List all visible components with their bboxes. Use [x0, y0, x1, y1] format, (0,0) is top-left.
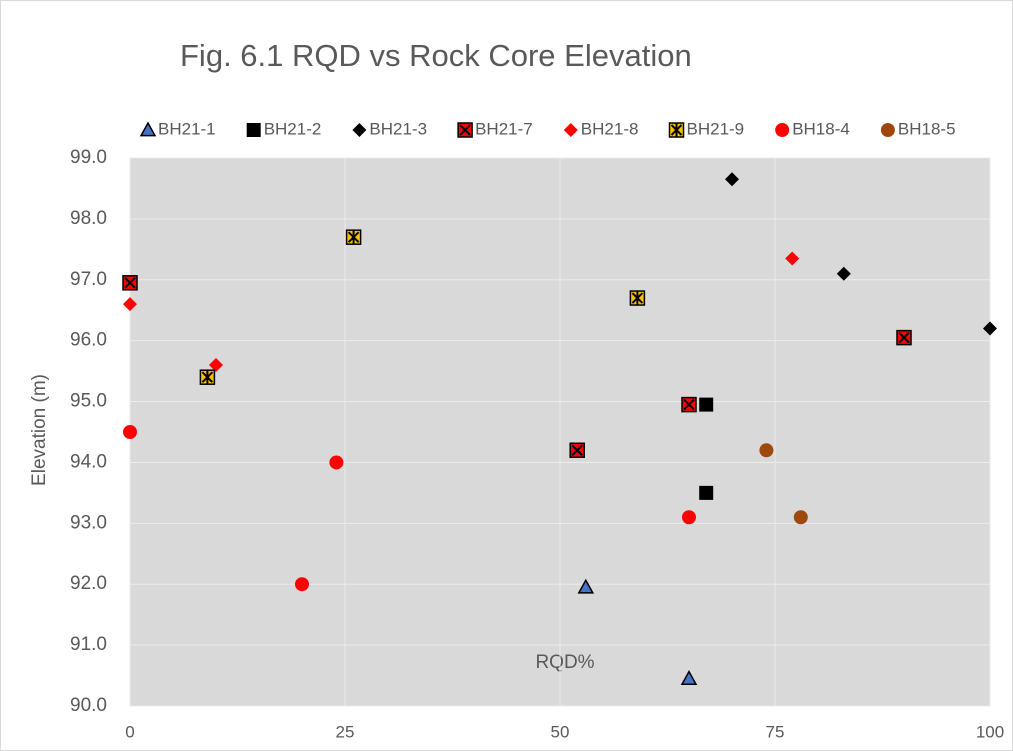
y-tick-label: 93.0 — [70, 512, 107, 533]
marker-shape — [209, 358, 223, 373]
data-point — [759, 443, 774, 458]
x-tick-label: 100 — [976, 722, 1004, 741]
legend-label: BH18-4 — [792, 119, 850, 138]
data-point — [682, 510, 696, 525]
data-point — [725, 172, 739, 187]
legend-marker — [775, 123, 790, 137]
chart-title: Fig. 6.1 RQD vs Rock Core Elevation — [180, 38, 692, 73]
data-point — [699, 485, 714, 500]
x-tick-label: 0 — [125, 722, 134, 741]
legend-marker — [139, 121, 157, 137]
data-point — [345, 229, 362, 245]
data-point — [836, 266, 851, 281]
data-point — [680, 670, 698, 685]
legend-label: BH21-1 — [158, 119, 216, 138]
legend-marker — [563, 123, 578, 137]
y-tick-label: 96.0 — [70, 330, 107, 351]
legend-label: BH21-3 — [369, 119, 427, 138]
data-point — [699, 397, 714, 412]
legend-marker — [880, 123, 895, 137]
legend-marker — [352, 123, 367, 137]
data-point — [577, 578, 595, 594]
x-tick-label: 50 — [551, 722, 570, 741]
marker-cross — [459, 124, 471, 136]
marker-shape — [759, 443, 774, 458]
marker-shape — [983, 321, 997, 336]
marker-shape — [793, 510, 808, 525]
legend-label: BH18-5 — [898, 119, 956, 138]
marker-shape — [680, 670, 698, 685]
data-point — [295, 577, 309, 592]
y-tick-label: 94.0 — [70, 451, 107, 472]
marker-shape — [699, 397, 714, 412]
y-tick-label: 99.0 — [70, 147, 107, 168]
marker-shape — [682, 510, 696, 525]
legend-label: BH21-2 — [264, 119, 322, 138]
y-tick-label: 92.0 — [70, 573, 107, 594]
marker-shape — [836, 266, 851, 281]
data-point — [199, 369, 216, 385]
y-tick-label: 95.0 — [70, 391, 107, 412]
data-point — [983, 321, 997, 336]
data-point — [793, 510, 808, 525]
data-point — [569, 442, 585, 459]
y-axis-title: Elevation (m) — [29, 374, 50, 486]
y-tick-label: 91.0 — [70, 634, 107, 655]
marker-cross — [201, 370, 214, 385]
marker-shape — [880, 123, 895, 137]
marker-cross — [683, 398, 695, 411]
marker-shape — [139, 121, 157, 137]
marker-shape — [246, 123, 261, 137]
legend-label: BH21-8 — [581, 119, 639, 138]
marker-shape — [329, 455, 344, 470]
marker-shape — [123, 297, 137, 312]
x-tick-label: 75 — [766, 722, 785, 741]
y-tick-label: 97.0 — [70, 269, 107, 290]
marker-shape — [352, 123, 367, 137]
marker-cross — [670, 123, 683, 137]
legend-label: BH21-7 — [475, 119, 533, 138]
legend-marker — [457, 122, 473, 138]
legend-label: BH21-9 — [687, 119, 745, 138]
marker-shape — [699, 485, 714, 500]
data-point — [329, 455, 344, 470]
marker-shape — [785, 251, 800, 266]
y-tick-label: 98.0 — [70, 208, 107, 229]
data-point — [629, 290, 646, 306]
marker-shape — [577, 578, 595, 594]
data-point — [681, 396, 697, 413]
marker-shape — [295, 577, 309, 592]
marker-shape — [563, 123, 578, 137]
data-point — [122, 275, 138, 291]
data-point — [209, 358, 223, 373]
data-point — [785, 251, 800, 266]
marker-cross — [898, 331, 910, 344]
marker-shape — [725, 172, 739, 187]
data-point — [896, 329, 912, 346]
x-tick-label: 25 — [336, 722, 355, 741]
x-axis-title: RQD% — [535, 652, 594, 673]
marker-shape — [123, 425, 137, 439]
marker-shape — [775, 123, 790, 137]
marker-cross — [124, 277, 136, 289]
marker-cross — [571, 444, 583, 456]
marker-cross — [347, 230, 360, 245]
y-tick-label: 90.0 — [70, 695, 107, 716]
legend-marker — [246, 123, 261, 137]
marker-cross — [631, 291, 644, 306]
legend-marker — [668, 122, 685, 138]
data-point — [123, 297, 137, 312]
data-point — [123, 425, 137, 439]
